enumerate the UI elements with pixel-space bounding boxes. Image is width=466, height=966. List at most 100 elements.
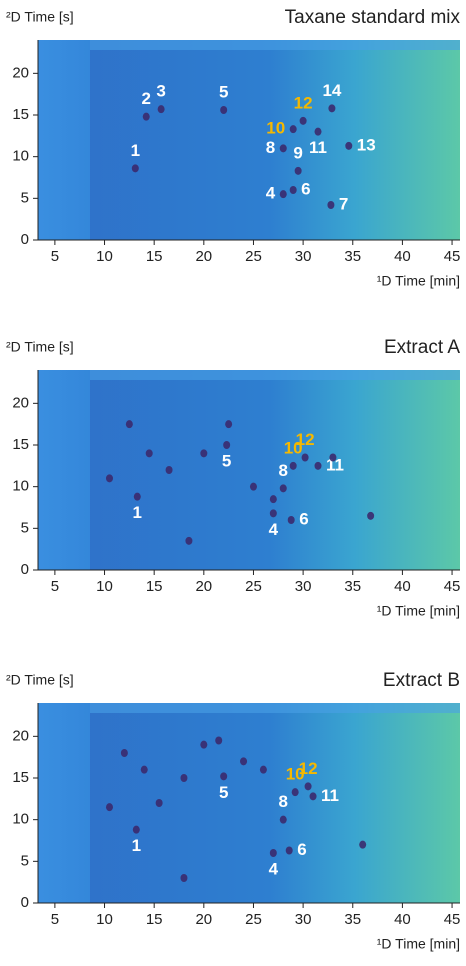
x-tick-label: 15 [146, 911, 163, 928]
peak-spot [359, 840, 367, 849]
x-tick-label: 45 [444, 578, 461, 595]
x-tick-label: 25 [245, 248, 262, 265]
x-tick-label: 35 [344, 248, 361, 265]
y-tick-label: 0 [21, 894, 29, 911]
peak-label: 5 [219, 82, 228, 101]
peak-label: 5 [219, 783, 228, 802]
plot-top-band [90, 703, 460, 713]
peak-label: 12 [299, 759, 318, 778]
peak-spot [289, 461, 297, 470]
peak-spot [215, 736, 223, 745]
peak-spot [157, 105, 165, 114]
peak-spot [299, 116, 307, 125]
peak-spot [289, 186, 297, 194]
peak-spot [269, 509, 277, 518]
peak-spot [289, 125, 297, 134]
x-tick-label: 25 [245, 911, 262, 928]
x-tick-label: 10 [96, 578, 113, 595]
y-axis-label: ²D Time [s] [6, 672, 74, 688]
chart-title: Taxane standard mix [285, 7, 461, 28]
peak-label: 9 [293, 143, 302, 162]
y-tick-label: 5 [21, 852, 29, 869]
x-tick-label: 25 [245, 578, 262, 595]
peak-spot [200, 740, 208, 749]
x-tick-label: 15 [146, 248, 163, 265]
plot-strip [38, 370, 90, 570]
y-tick-label: 20 [12, 727, 29, 744]
peak-label: 4 [266, 184, 276, 203]
peak-spot [140, 765, 148, 774]
x-tick-label: 15 [146, 578, 163, 595]
y-tick-label: 15 [12, 106, 29, 123]
y-tick-label: 20 [12, 64, 29, 81]
x-tick-label: 30 [295, 248, 312, 265]
peak-spot [145, 449, 153, 458]
x-tick-label: 10 [96, 911, 113, 928]
peak-label: 13 [357, 135, 376, 154]
peak-spot [269, 849, 277, 857]
peak-spot [220, 772, 228, 781]
y-tick-label: 0 [21, 231, 29, 248]
peak-label: 1 [133, 503, 142, 522]
chart-title: Extract A [384, 337, 460, 358]
peak-spot [133, 492, 141, 501]
x-tick-label: 5 [51, 578, 59, 595]
peak-label: 10 [266, 119, 285, 138]
peak-label: 10 [286, 765, 305, 784]
x-tick-label: 35 [344, 911, 361, 928]
peak-spot [294, 166, 302, 175]
y-tick-label: 10 [12, 148, 29, 165]
y-tick-label: 0 [21, 561, 29, 578]
peak-spot [327, 201, 335, 209]
peak-label: 6 [299, 509, 308, 528]
x-tick-label: 30 [295, 578, 312, 595]
peak-label: 4 [269, 859, 279, 878]
peak-spot [105, 474, 113, 483]
peak-spot [367, 511, 375, 520]
peak-label: 3 [156, 82, 165, 101]
peak-spot [301, 453, 309, 462]
peak-label: 10 [284, 438, 303, 457]
x-tick-label: 30 [295, 911, 312, 928]
y-tick-label: 5 [21, 189, 29, 206]
x-tick-label: 20 [195, 578, 212, 595]
peak-spot [131, 164, 139, 173]
x-axis-label: ¹D Time [min] [377, 936, 460, 952]
peak-spot [329, 453, 337, 462]
x-tick-label: 40 [394, 248, 411, 265]
y-tick-label: 15 [12, 436, 29, 453]
peak-label: 8 [279, 461, 288, 480]
peak-spot [279, 484, 287, 493]
y-axis-label: ²D Time [s] [6, 9, 74, 25]
x-tick-label: 40 [394, 911, 411, 928]
peak-spot [279, 144, 287, 153]
peak-spot [279, 815, 287, 824]
peak-spot [120, 749, 128, 757]
plot-strip [38, 703, 90, 903]
plot-background [38, 40, 460, 240]
peak-spot [304, 782, 312, 791]
peak-label: 8 [279, 792, 288, 811]
plot-background [38, 370, 460, 570]
peak-spot [142, 112, 150, 121]
y-tick-label: 10 [12, 478, 29, 495]
peak-spot [285, 846, 293, 855]
peak-spot [185, 536, 193, 545]
peak-label: 5 [222, 451, 231, 470]
peak-label: 6 [301, 179, 310, 198]
x-tick-label: 20 [195, 248, 212, 265]
peak-spot [132, 825, 140, 834]
peak-spot [125, 420, 133, 429]
peak-spot [328, 104, 336, 113]
x-tick-label: 5 [51, 248, 59, 265]
peak-spot [165, 466, 173, 474]
peak-label: 7 [339, 194, 348, 213]
plot-top-band [90, 370, 460, 380]
peak-spot [309, 792, 317, 801]
plot-strip [38, 40, 90, 240]
plot-background [38, 703, 460, 903]
x-tick-label: 40 [394, 578, 411, 595]
peak-label: 4 [269, 520, 279, 539]
peak-label: 8 [266, 138, 275, 157]
